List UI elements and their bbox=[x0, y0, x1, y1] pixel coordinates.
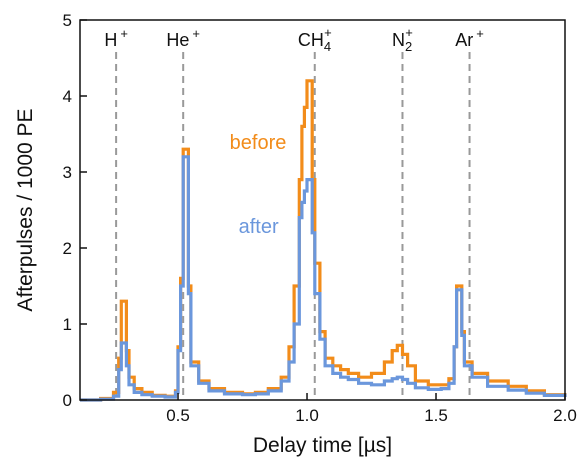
ion-label-0: H + bbox=[104, 26, 128, 50]
series-labels: before after bbox=[230, 132, 287, 238]
x-axis-title: Delay time [µs] bbox=[253, 434, 392, 457]
ion-label-1: He + bbox=[166, 26, 200, 50]
series-label-before: before bbox=[230, 132, 287, 154]
x-tick-label-2: 1.5 bbox=[424, 406, 448, 425]
ion-label-2: CH4+ bbox=[298, 25, 332, 54]
y-tick-label-1: 1 bbox=[63, 315, 72, 334]
y-tick-label-3: 3 bbox=[63, 163, 72, 182]
series-line-after bbox=[80, 155, 567, 402]
ion-marker-labels: H + He + CH4+ N2+ Ar + bbox=[104, 25, 484, 54]
x-tick-label-3: 2.0 bbox=[553, 406, 577, 425]
y-tick-label-4: 4 bbox=[63, 87, 72, 106]
ion-label-3: N2+ bbox=[392, 25, 413, 54]
plot-frame bbox=[79, 19, 566, 401]
y-axis-ticks: 0 1 2 3 4 5 bbox=[63, 11, 87, 410]
y-tick-label-5: 5 bbox=[63, 11, 72, 30]
series-layer bbox=[80, 79, 567, 402]
y-tick-label-0: 0 bbox=[63, 391, 72, 410]
y-tick-label-2: 2 bbox=[63, 239, 72, 258]
series-line-before bbox=[80, 79, 567, 402]
y-axis-title: Afterpulses / 1000 PE bbox=[14, 108, 37, 311]
ion-label-4: Ar + bbox=[455, 26, 484, 50]
series-label-after: after bbox=[239, 216, 279, 238]
x-axis-ticks: 0.5 1.0 1.5 2.0 bbox=[166, 393, 577, 425]
x-tick-label-0: 0.5 bbox=[166, 406, 190, 425]
x-tick-label-1: 1.0 bbox=[295, 406, 319, 425]
